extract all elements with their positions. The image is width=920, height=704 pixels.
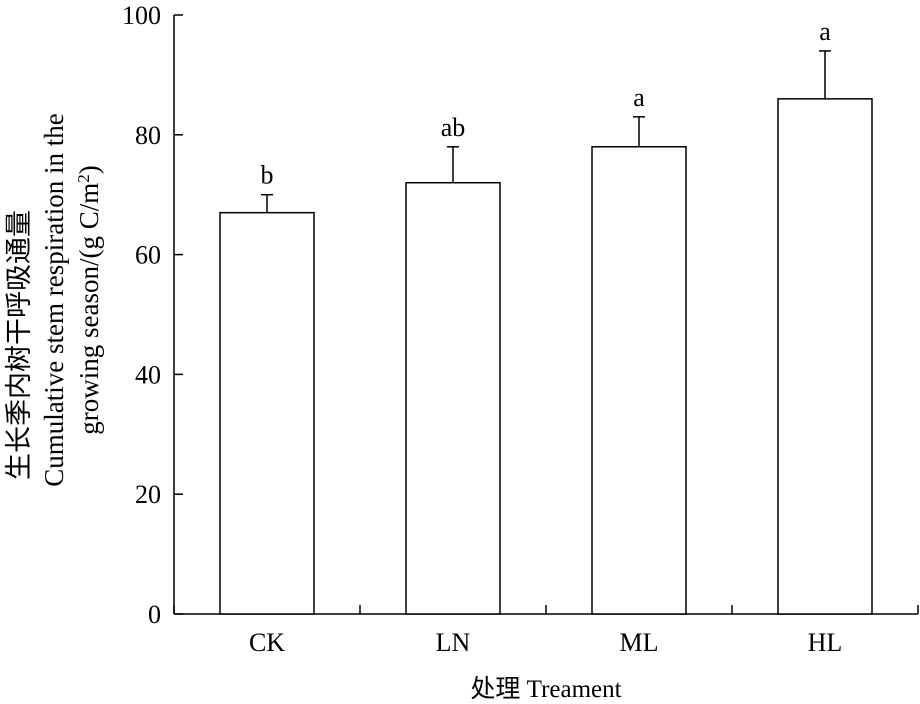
x-ticks: CK LN ML HL (173, 605, 919, 657)
significance-label: a (819, 17, 831, 46)
bar-ck (219, 211, 315, 615)
y-axis-label: 生长季内树干呼吸通量 Cumulative stem respiration i… (4, 113, 104, 486)
y-axis-label-line-2: Cumulative stem respiration in the (39, 113, 69, 486)
y-axis-label-line-3-main: growing season/(g C/m (74, 183, 104, 435)
x-axis-label: 处理 Treament (470, 675, 621, 703)
y-axis-label-line-3: growing season/(g C/m2) (74, 165, 105, 434)
y-ticks: 0 20 40 60 80 100 (122, 1, 183, 629)
y-axis-label-line-1: 生长季内树干呼吸通量 (4, 210, 34, 480)
bar-hl (777, 98, 873, 615)
y-tick-label: 100 (122, 1, 161, 30)
x-tick-label: ML (620, 628, 659, 657)
significance-label: a (633, 83, 645, 112)
x-tick-label: LN (436, 628, 471, 657)
y-tick-label: 40 (135, 360, 161, 389)
y-tick-label: 60 (135, 241, 161, 270)
bar-ml (591, 146, 687, 615)
significance-label: b (261, 161, 274, 190)
y-tick-label: 0 (148, 600, 161, 629)
y-tick-label: 80 (135, 121, 161, 150)
bars: b ab a a (219, 17, 873, 615)
x-tick-label: CK (249, 628, 285, 657)
y-axis-label-superscript: 2 (74, 174, 93, 183)
x-tick-label: HL (808, 628, 843, 657)
significance-label: ab (441, 113, 466, 142)
y-tick-label: 20 (135, 480, 161, 509)
y-axis-label-line-3-end: ) (74, 165, 104, 174)
bar-ln (405, 181, 501, 615)
